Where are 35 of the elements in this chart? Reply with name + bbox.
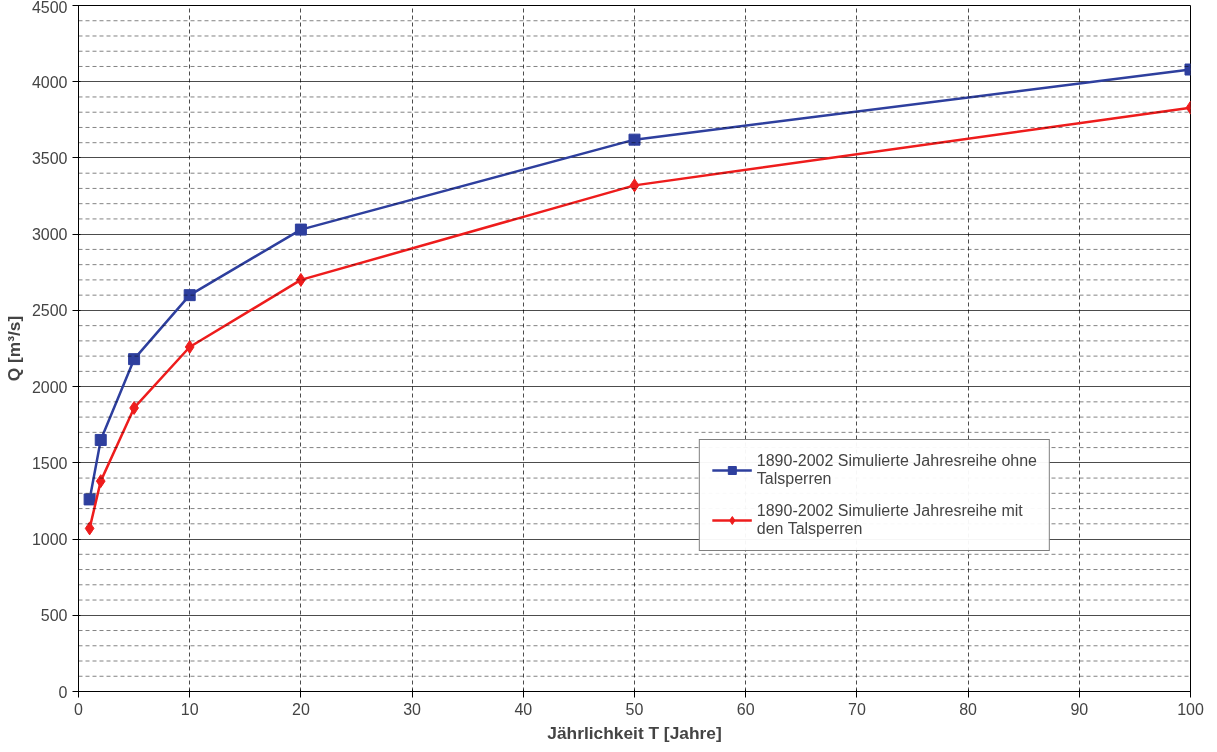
point	[294, 223, 307, 236]
point	[183, 289, 196, 302]
legend-label: 1890-2002 Simulierte Jahresreihe ohne Talsperren	[756, 452, 1037, 488]
x-tick-label: 70	[848, 700, 866, 718]
y-tick-label: 4500	[31, 0, 68, 16]
y-tick-label: 1500	[31, 454, 68, 472]
x-tick-label: 80	[959, 700, 978, 718]
point	[95, 474, 106, 489]
x-tick-label: 0	[74, 700, 84, 718]
y-tick-label: 3500	[31, 149, 68, 167]
y-axis-title: Q [m³/s]	[3, 315, 24, 382]
y-tick-label: 3000	[31, 226, 68, 244]
x-tick-label: 100	[1177, 700, 1204, 718]
y-tick-label: 2500	[31, 302, 68, 320]
legend-label: 1890-2002 Simulierte Jahresreihe mit den Talsperren	[756, 502, 1023, 538]
x-tick-label: 50	[625, 700, 644, 718]
y-tick-label: 4000	[31, 73, 68, 91]
y-tick-label: 0	[58, 683, 68, 701]
x-axis-title: Jährlichkeit T [Jahre]	[547, 722, 722, 743]
point	[128, 353, 141, 366]
y-tick-label: 2000	[31, 378, 68, 396]
x-tick-label: 20	[292, 700, 310, 718]
y-tick-label: 1000	[31, 531, 68, 549]
point	[83, 493, 96, 506]
point	[94, 433, 107, 446]
point	[184, 339, 195, 354]
x-tick-label: 90	[1070, 700, 1089, 718]
x-tick-label: 60	[736, 700, 755, 718]
y-tick-label: 500	[40, 607, 68, 625]
point	[629, 178, 640, 193]
x-tick-label: 10	[180, 700, 199, 718]
x-tick-label: 30	[403, 700, 422, 718]
x-tick-label: 40	[514, 700, 533, 718]
point	[84, 521, 95, 536]
point	[628, 133, 641, 146]
